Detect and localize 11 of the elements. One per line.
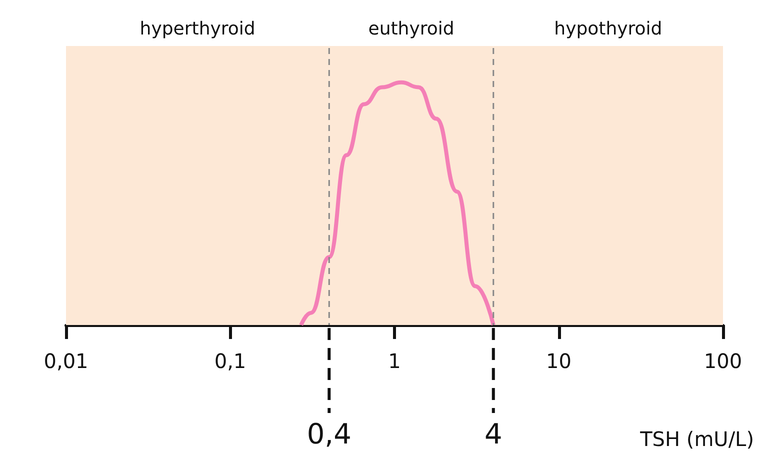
x-tick-label: 0,01 [44, 349, 88, 373]
x-tick-label: 100 [704, 349, 742, 373]
band-label: hyperthyroid [140, 18, 256, 40]
ref-line-label: 0,4 [306, 418, 352, 450]
x-tick-label: 10 [546, 349, 572, 373]
band-label: euthyroid [368, 18, 454, 40]
x-tick-label: 1 [388, 349, 401, 373]
x-axis-title: TSH (mU/L) [639, 427, 754, 451]
ref-line-label: 4 [484, 418, 502, 450]
band-label: hypothyroid [554, 18, 662, 40]
x-tick-label: 0,1 [214, 349, 246, 373]
